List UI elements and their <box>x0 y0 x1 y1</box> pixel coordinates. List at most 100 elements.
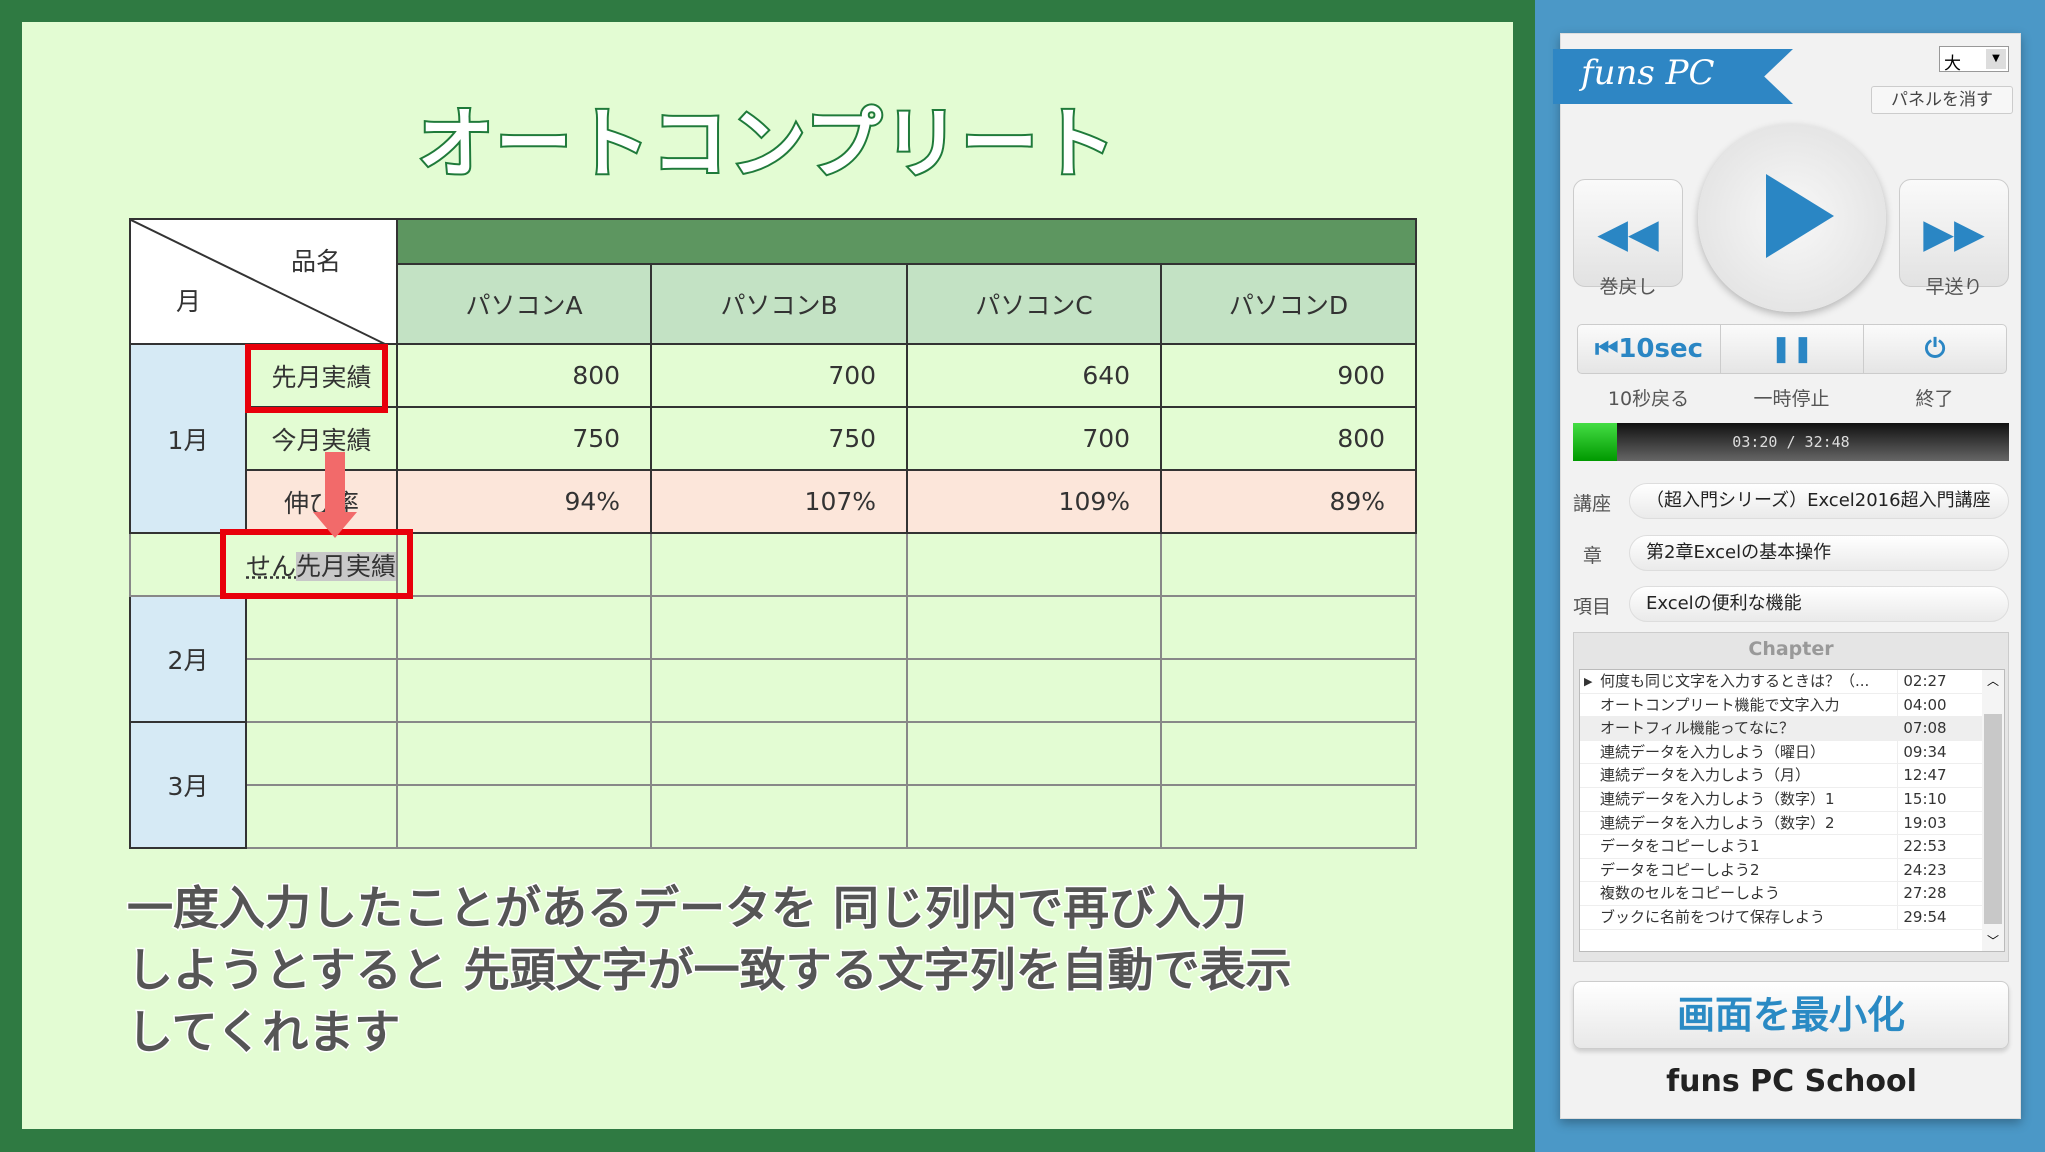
cell <box>1160 721 1418 786</box>
corner-cell: 品名 月 <box>128 218 399 345</box>
slide-title: オートコンプリート <box>416 97 1118 190</box>
cell <box>396 658 653 723</box>
product-header: パソコンC <box>906 263 1163 345</box>
scrollbar-thumb[interactable] <box>1984 714 2002 924</box>
cell: 800 <box>396 343 653 408</box>
chapter-time: 24:23 <box>1897 858 1952 882</box>
chapter-time: 22:53 <box>1897 835 1952 858</box>
chapter-list: ▶ 何度も同じ文字を入力するときは？（... 02:27 オートコンプリート機能で文字… <box>1579 669 2005 952</box>
quit-label: 終了 <box>1915 388 1954 410</box>
description-line: 一度入力したことがあるデータを 同じ列内で再び入力 <box>126 880 1249 937</box>
chapter-item[interactable]: ▶ 何度も同じ文字を入力するときは？（... 02:27 <box>1580 670 2004 694</box>
hide-panel-button[interactable]: パネルを消す <box>1871 86 2013 114</box>
row-label: 今月実績 <box>244 406 399 471</box>
cell: 89% <box>1160 469 1418 534</box>
fast-forward-icon: ▶▶ <box>1923 211 1985 257</box>
chapter-item[interactable]: ブックに名前をつけて保存しよう 29:54 <box>1580 905 2004 930</box>
progress-bar[interactable]: 03:20 / 32:48 <box>1573 423 2009 461</box>
cell <box>906 658 1163 723</box>
cell: 109% <box>906 469 1163 534</box>
month-cell: 1月 <box>129 343 247 534</box>
chapter-title: 連続データを入力しよう（数字）2 <box>1600 813 1835 832</box>
chapter-title: 連続データを入力しよう（数字）1 <box>1600 789 1835 808</box>
pause-button[interactable]: ❚❚ <box>1721 325 1864 373</box>
cell: 750 <box>396 406 653 471</box>
product-header: パソコンB <box>650 263 909 345</box>
quit-button[interactable]: ⏻ <box>1864 325 2006 373</box>
progress-fill <box>1573 423 1618 461</box>
course-field: （超入門シリーズ）Excel2016超入門講座 <box>1629 483 2009 519</box>
scroll-down-icon[interactable]: ﹀ <box>1987 934 2000 948</box>
chapter-item[interactable]: 複数のセルをコピーしよう 27:28 <box>1580 882 2004 906</box>
chapter-item[interactable]: データをコピーしよう2 24:23 <box>1580 858 2004 883</box>
cell <box>396 721 653 786</box>
chapter-title: 複数のセルをコピーしよう <box>1600 884 1781 903</box>
size-value: 大 <box>1944 54 1961 74</box>
chapter-label: 章 <box>1583 545 1603 567</box>
cell: 750 <box>650 406 909 471</box>
arrow-head <box>313 512 357 538</box>
chapter-item[interactable]: 連続データを入力しよう（数字）2 19:03 <box>1580 811 2004 836</box>
rewind-button[interactable]: ◀◀ <box>1573 179 1683 287</box>
back-10sec-button[interactable]: ⏮10sec <box>1578 325 1721 373</box>
product-header: パソコンD <box>1160 263 1418 345</box>
play-icon <box>1766 174 1834 258</box>
item-label: 項目 <box>1573 596 1612 618</box>
chapter-time: 15:10 <box>1897 787 1952 811</box>
input-cell[interactable]: せん先月実績 <box>246 532 399 597</box>
current-marker-icon: ▶ <box>1584 675 1593 688</box>
cell <box>906 595 1163 660</box>
play-button[interactable] <box>1698 124 1886 312</box>
control-bar: ⏮10sec ❚❚ ⏻ <box>1577 324 2007 374</box>
school-logo: funs PC School <box>1666 1064 1917 1099</box>
table-row: せん先月実績 <box>129 532 1418 597</box>
chapter-time: 27:28 <box>1897 882 1952 905</box>
cell: 800 <box>1160 406 1418 471</box>
item-field: Excelの便利な機能 <box>1629 586 2009 622</box>
chapter-item[interactable]: 連続データを入力しよう（月） 12:47 <box>1580 764 2004 788</box>
typed-text: せん <box>246 551 297 581</box>
cell: 900 <box>1160 343 1418 408</box>
cell <box>396 595 653 660</box>
chapter-panel: Chapter ▶ 何度も同じ文字を入力するときは？（... 02:27 オートコンプ… <box>1573 632 2009 962</box>
cell <box>1160 784 1418 849</box>
minimize-button[interactable]: 画面を最小化 <box>1573 981 2009 1049</box>
chapter-title: データをコピーしよう2 <box>1600 860 1760 879</box>
cell <box>396 532 653 597</box>
chapter-title: データをコピーしよう1 <box>1600 837 1760 856</box>
cell <box>396 784 653 849</box>
chapter-time: 29:54 <box>1897 905 1952 929</box>
chapter-item[interactable]: データをコピーしよう1 22:53 <box>1580 835 2004 859</box>
chapter-item[interactable]: オートコンプリート機能で文字入力 04:00 <box>1580 693 2004 718</box>
chapter-title: 何度も同じ文字を入力するときは？（... <box>1600 672 1870 690</box>
cell: 107% <box>650 469 909 534</box>
player-panel: funs PC 大 ▼ パネルを消す ◀◀ 巻戻し ▶▶ 早送り ⏮10sec ❚… <box>1553 33 2021 1119</box>
back-10sec-label: 10秒戻る <box>1607 388 1690 410</box>
scrollbar[interactable]: ︿ ﹀ <box>1982 670 2004 951</box>
cell <box>650 784 909 849</box>
chapter-title: 連続データを入力しよう（曜日） <box>1600 742 1826 761</box>
chapter-field: 第2章Excelの基本操作 <box>1629 535 2009 571</box>
size-select[interactable]: 大 ▼ <box>1939 46 2009 74</box>
chapter-title: オートフィル機能ってなに？ <box>1600 719 1794 738</box>
cell <box>244 721 399 786</box>
chapter-item[interactable]: オートフィル機能ってなに？ 07:08 <box>1580 717 2004 741</box>
cell <box>244 658 399 723</box>
forward-button[interactable]: ▶▶ <box>1899 179 2009 287</box>
chapter-time: 12:47 <box>1897 764 1952 787</box>
rewind-icon: ◀◀ <box>1597 211 1659 257</box>
cell: 700 <box>906 406 1163 471</box>
diagonal-line <box>131 220 387 345</box>
chapter-title: 連続データを入力しよう（月） <box>1600 766 1811 785</box>
chapter-item[interactable]: 連続データを入力しよう（数字）1 15:10 <box>1580 787 2004 812</box>
cell <box>906 532 1163 597</box>
description-line: してくれます <box>126 1004 402 1061</box>
cell <box>650 658 909 723</box>
chapter-item[interactable]: 連続データを入力しよう（曜日） 09:34 <box>1580 740 2004 765</box>
scroll-up-icon[interactable]: ︿ <box>1987 674 2000 688</box>
month-cell: 2月 <box>129 595 247 723</box>
arrow-down-icon <box>325 452 345 522</box>
cell <box>650 532 909 597</box>
table-row: 2月 <box>129 595 1418 723</box>
table-row: 3月 <box>129 721 1418 849</box>
